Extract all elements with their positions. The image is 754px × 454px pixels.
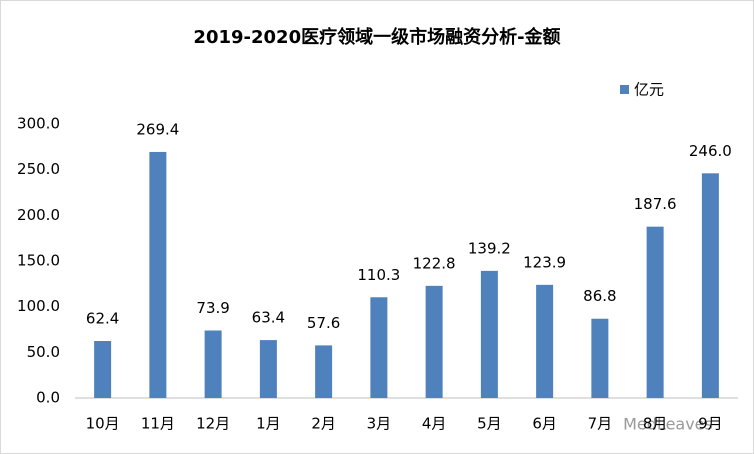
legend-swatch bbox=[620, 85, 629, 94]
bar bbox=[646, 226, 664, 398]
data-label: 73.9 bbox=[196, 299, 229, 317]
x-tick-label: 7月 bbox=[588, 415, 613, 433]
bar bbox=[204, 330, 222, 398]
x-tick-label: 9月 bbox=[698, 415, 723, 433]
data-label: 187.6 bbox=[634, 195, 677, 213]
bar bbox=[536, 284, 554, 398]
bar bbox=[591, 318, 609, 398]
x-tick-label: 5月 bbox=[477, 415, 502, 433]
data-label: 123.9 bbox=[523, 253, 566, 271]
data-label: 269.4 bbox=[136, 120, 179, 138]
chart-title: 2019-2020医疗领域一级市场融资分析-金额 bbox=[193, 26, 560, 48]
data-label: 57.6 bbox=[307, 314, 340, 332]
bar bbox=[425, 285, 443, 398]
y-tick-label: 100.0 bbox=[17, 297, 60, 315]
bar bbox=[701, 173, 719, 398]
data-label: 86.8 bbox=[583, 287, 616, 305]
bar bbox=[370, 297, 388, 398]
x-tick-label: 4月 bbox=[422, 415, 447, 433]
x-tick-label: 1月 bbox=[256, 415, 281, 433]
x-tick-label: 8月 bbox=[643, 415, 668, 433]
y-tick-label: 200.0 bbox=[17, 206, 60, 224]
x-tick-label: 6月 bbox=[532, 415, 557, 433]
data-label: 110.3 bbox=[357, 266, 400, 284]
x-tick-label: 10月 bbox=[86, 415, 120, 433]
x-tick-label: 11月 bbox=[141, 415, 175, 433]
y-tick-label: 50.0 bbox=[27, 343, 60, 361]
x-tick-label: 12月 bbox=[196, 415, 230, 433]
x-tick-label: 2月 bbox=[311, 415, 336, 433]
bar bbox=[94, 341, 112, 398]
data-label: 62.4 bbox=[86, 310, 119, 328]
bar bbox=[315, 345, 333, 398]
x-tick-label: 3月 bbox=[367, 415, 392, 433]
bar bbox=[149, 151, 167, 398]
y-tick-label: 250.0 bbox=[17, 160, 60, 178]
data-label: 63.4 bbox=[252, 309, 285, 327]
data-label: 246.0 bbox=[689, 142, 732, 160]
y-tick-label: 0.0 bbox=[36, 389, 60, 407]
data-label: 122.8 bbox=[413, 254, 456, 272]
data-label: 139.2 bbox=[468, 239, 511, 257]
bar bbox=[480, 270, 498, 398]
watermark: MedLeaves bbox=[623, 415, 713, 434]
y-tick-label: 150.0 bbox=[17, 252, 60, 270]
legend-label: 亿元 bbox=[634, 81, 664, 99]
y-tick-label: 300.0 bbox=[17, 115, 60, 133]
bar bbox=[259, 340, 277, 398]
